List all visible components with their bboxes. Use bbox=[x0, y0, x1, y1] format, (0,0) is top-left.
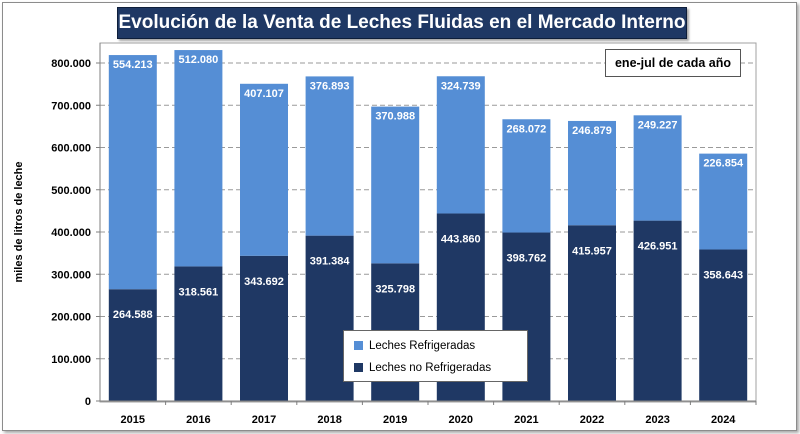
axes: 0 100.000 200.000 300.000 400.000 500.000 600.… bbox=[51, 43, 757, 426]
data-label-refrigeradas: 512.080 bbox=[179, 54, 219, 66]
data-label-refrigeradas: 249.227 bbox=[638, 119, 678, 131]
x-tick-label: 2018 bbox=[317, 414, 341, 426]
bar-refrigeradas bbox=[371, 106, 420, 264]
y-tick-label: 0 bbox=[85, 396, 91, 408]
y-tick-label: 700.000 bbox=[51, 100, 91, 112]
data-label-no-refrigeradas: 264.588 bbox=[113, 309, 153, 321]
data-label-refrigeradas: 554.213 bbox=[113, 59, 153, 71]
data-label-refrigeradas: 370.988 bbox=[375, 111, 415, 123]
data-label-no-refrigeradas: 415.957 bbox=[572, 245, 612, 257]
y-tick-label: 800.000 bbox=[51, 58, 91, 70]
y-tick-label: 300.000 bbox=[51, 269, 91, 281]
x-tick-label: 2016 bbox=[186, 414, 210, 426]
data-labels: 264.588 554.213 318.561 512.080 343.692 407.1… bbox=[113, 54, 744, 321]
data-label-no-refrigeradas: 343.692 bbox=[244, 276, 284, 288]
bar-no-refrigeradas bbox=[240, 255, 288, 401]
data-label-refrigeradas: 268.072 bbox=[507, 123, 547, 135]
data-label-refrigeradas: 324.739 bbox=[441, 80, 481, 92]
x-tick-label: 2015 bbox=[121, 414, 145, 426]
legend-swatch-refrigeradas bbox=[354, 341, 363, 350]
x-tick-label: 2023 bbox=[645, 414, 669, 426]
period-note-box: ene-jul de cada año bbox=[605, 49, 741, 77]
x-tick-label: 2019 bbox=[383, 414, 407, 426]
bar-refrigeradas bbox=[436, 76, 485, 214]
x-tick-label: 2017 bbox=[252, 414, 276, 426]
data-label-no-refrigeradas: 358.643 bbox=[703, 269, 743, 281]
data-label-no-refrigeradas: 391.384 bbox=[310, 256, 351, 268]
bar-refrigeradas bbox=[633, 115, 682, 221]
y-tick-label: 400.000 bbox=[51, 227, 91, 239]
legend: Leches Refrigeradas Leches no Refrigerad… bbox=[343, 330, 528, 382]
bar-refrigeradas bbox=[568, 120, 616, 226]
bar-refrigeradas bbox=[502, 119, 551, 233]
period-note: ene-jul de cada año bbox=[614, 56, 731, 70]
bar-no-refrigeradas bbox=[174, 266, 223, 401]
data-label-no-refrigeradas: 318.561 bbox=[179, 286, 219, 298]
y-tick-label: 100.000 bbox=[51, 354, 91, 366]
data-label-refrigeradas: 226.854 bbox=[703, 158, 744, 170]
bar-refrigeradas bbox=[240, 83, 288, 256]
data-label-no-refrigeradas: 325.798 bbox=[375, 283, 415, 295]
legend-label-refrigeradas: Leches Refrigeradas bbox=[369, 340, 476, 352]
data-label-refrigeradas: 376.893 bbox=[310, 80, 350, 92]
y-tick-label: 600.000 bbox=[51, 143, 91, 155]
chart-title-box: Evolución de la Venta de Leches Fluidas … bbox=[117, 7, 687, 39]
y-axis-label: miles de litros de leche bbox=[13, 161, 25, 282]
x-tick-label: 2024 bbox=[711, 414, 736, 426]
legend-swatch-no-refrigeradas bbox=[354, 363, 363, 372]
y-tick-label: 500.000 bbox=[51, 185, 91, 197]
bar-no-refrigeradas bbox=[699, 249, 748, 401]
data-label-no-refrigeradas: 443.860 bbox=[441, 233, 481, 245]
data-label-refrigeradas: 246.879 bbox=[572, 125, 612, 137]
bar-refrigeradas bbox=[305, 76, 354, 236]
bar-no-refrigeradas bbox=[568, 225, 616, 401]
bar-no-refrigeradas bbox=[633, 220, 682, 401]
bar-no-refrigeradas bbox=[108, 289, 157, 401]
x-tick-label: 2021 bbox=[514, 414, 538, 426]
data-label-no-refrigeradas: 426.951 bbox=[638, 241, 678, 253]
y-tick-label: 200.000 bbox=[51, 312, 91, 324]
bar-refrigeradas bbox=[699, 153, 748, 250]
x-tick-label: 2020 bbox=[449, 414, 473, 426]
data-label-no-refrigeradas: 398.762 bbox=[507, 253, 547, 265]
legend-label-no-refrigeradas: Leches no Refrigeradas bbox=[369, 362, 492, 374]
bar-refrigeradas bbox=[108, 55, 157, 290]
chart-title: Evolución de la Venta de Leches Fluidas … bbox=[118, 12, 686, 33]
data-label-refrigeradas: 407.107 bbox=[244, 88, 284, 100]
bar-refrigeradas bbox=[174, 50, 223, 267]
x-tick-label: 2022 bbox=[580, 414, 604, 426]
